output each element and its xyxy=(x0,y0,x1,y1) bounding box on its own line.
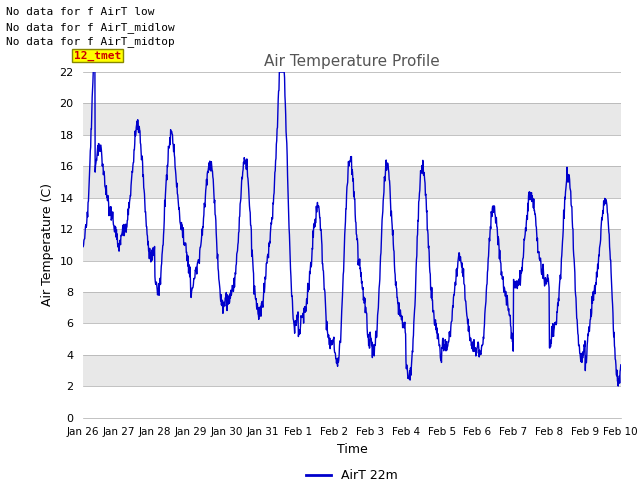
Bar xyxy=(83,135,621,166)
X-axis label: Time: Time xyxy=(337,443,367,456)
Bar xyxy=(83,103,621,135)
Legend: AirT 22m: AirT 22m xyxy=(301,464,403,480)
Bar xyxy=(83,355,621,386)
Text: No data for f AirT_midtop: No data for f AirT_midtop xyxy=(6,36,175,47)
Bar xyxy=(83,72,621,103)
Bar xyxy=(83,229,621,261)
Text: No data for f AirT_midlow: No data for f AirT_midlow xyxy=(6,22,175,33)
Text: 12_tmet: 12_tmet xyxy=(74,50,121,60)
Bar xyxy=(83,261,621,292)
Bar xyxy=(83,198,621,229)
Title: Air Temperature Profile: Air Temperature Profile xyxy=(264,54,440,70)
Bar xyxy=(83,166,621,198)
Text: No data for f AirT low: No data for f AirT low xyxy=(6,7,155,17)
Y-axis label: Air Temperature (C): Air Temperature (C) xyxy=(41,183,54,306)
Bar xyxy=(83,292,621,324)
Bar xyxy=(83,324,621,355)
Bar xyxy=(83,386,621,418)
